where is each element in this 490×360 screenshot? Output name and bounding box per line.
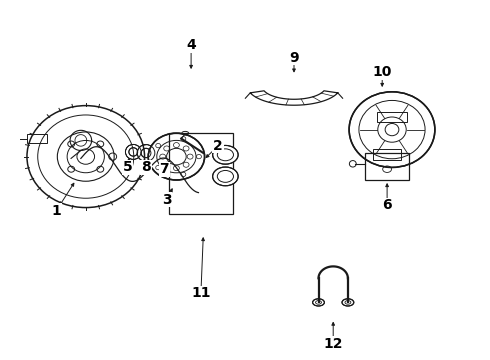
Ellipse shape — [141, 148, 151, 158]
Ellipse shape — [213, 145, 238, 164]
Bar — [365, 153, 409, 180]
Ellipse shape — [349, 92, 435, 167]
Text: 1: 1 — [51, 204, 61, 217]
Ellipse shape — [213, 167, 238, 186]
Ellipse shape — [137, 145, 155, 161]
Text: 11: 11 — [191, 287, 211, 300]
Text: 12: 12 — [323, 337, 343, 351]
Ellipse shape — [342, 299, 354, 306]
Text: 8: 8 — [141, 161, 151, 174]
Text: 2: 2 — [213, 139, 223, 153]
Ellipse shape — [313, 299, 324, 306]
Text: 6: 6 — [382, 198, 392, 212]
Text: 10: 10 — [372, 65, 392, 79]
Text: 7: 7 — [159, 162, 169, 176]
Ellipse shape — [148, 133, 205, 180]
Text: 3: 3 — [162, 193, 172, 207]
Text: 5: 5 — [122, 161, 132, 174]
Ellipse shape — [129, 148, 138, 156]
Ellipse shape — [125, 144, 141, 159]
Text: 9: 9 — [289, 51, 299, 64]
Bar — [373, 149, 401, 160]
Bar — [27, 134, 47, 143]
Text: 4: 4 — [186, 38, 196, 52]
Bar — [377, 112, 407, 122]
Polygon shape — [250, 91, 338, 105]
